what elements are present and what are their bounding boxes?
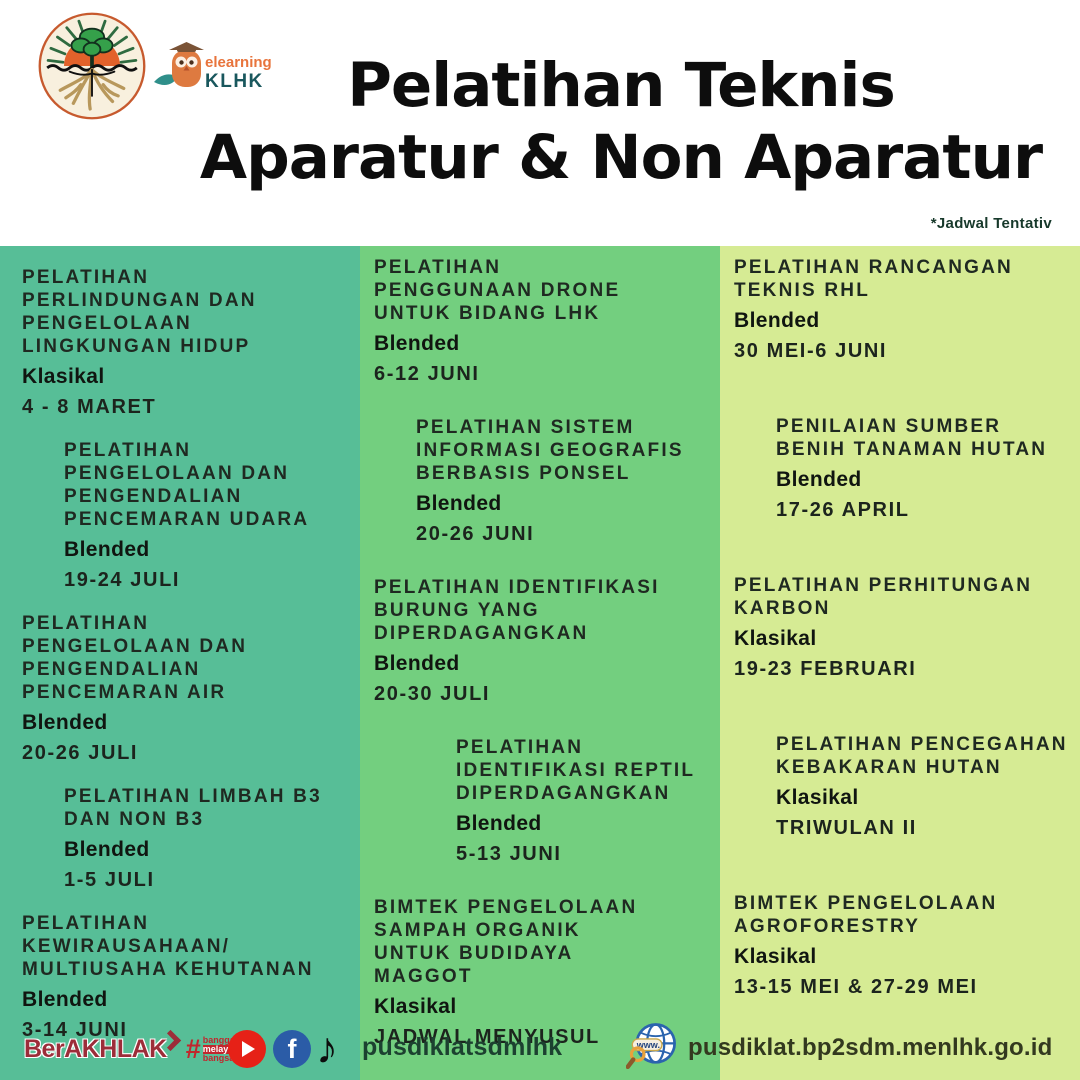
training-date: 20-26 JUNI	[416, 523, 535, 545]
globe-www-icon: www.	[626, 1023, 676, 1070]
training-item: PELATIHAN PENGELOLAAN DAN PENGENDALIAN P…	[22, 612, 354, 765]
training-item: PELATIHAN LIMBAH B3 DAN NON B3 Blended 1…	[64, 785, 354, 892]
title-line2: Aparatur & Non Aparatur	[199, 122, 1043, 193]
youtube-icon[interactable]	[228, 1030, 266, 1068]
hashtag-icon: #	[185, 1034, 201, 1064]
title-line1: Pelatihan Teknis	[347, 50, 896, 121]
training-date: 3-14 JUNI	[22, 1019, 128, 1041]
training-title: PELATIHAN PENCEGAHAN KEBAKARAN HUTAN	[776, 734, 1068, 778]
footer: BerAKHLAK # bangga melayani bangsa f ♪ p…	[0, 1016, 1080, 1080]
training-date: 20-26 JULI	[22, 742, 139, 764]
berakhlak-logo: BerAKHLAK # bangga melayani bangsa	[24, 1029, 242, 1066]
training-title: PELATIHAN RANCANGAN TEKNIS RHL	[734, 257, 1013, 301]
training-mode: Blended	[22, 711, 108, 734]
bangga-words: bangga melayani bangsa	[202, 1035, 242, 1063]
training-mode: Klasikal	[776, 786, 859, 809]
social-handle[interactable]: pusdiklatsdmlhk	[362, 1033, 563, 1061]
facebook-icon[interactable]: f	[273, 1030, 311, 1068]
training-mode: Klasikal	[22, 365, 105, 388]
training-date: 19-23 FEBRUARI	[734, 658, 917, 680]
training-title: PELATIHAN KEWIRAUSAHAAN/ MULTIUSAHA KEHU…	[22, 913, 314, 980]
training-date: 20-30 JULI	[374, 683, 491, 705]
training-date: 30 MEI-6 JUNI	[734, 340, 888, 362]
training-title: PELATIHAN PERLINDUNGAN DAN PENGELOLAAN L…	[22, 267, 257, 357]
klhk-label: KLHK	[205, 71, 264, 92]
column-2: PELATIHAN PENGGUNAAN DRONE UNTUK BIDANG …	[360, 246, 720, 1080]
bangga-line2: melayani	[202, 1044, 242, 1054]
training-title: PELATIHAN IDENTIFIKASI REPTIL DIPERDAGAN…	[456, 737, 696, 804]
column-3: PELATIHAN RANCANGAN TEKNIS RHL Blended 3…	[720, 246, 1080, 1080]
tiktok-icon[interactable]: ♪	[316, 1024, 338, 1073]
bangga-melayani-bangsa-logo: # bangga melayani bangsa	[186, 1036, 242, 1063]
elearning-klhk-logo: elearning KLHK	[154, 42, 272, 92]
training-mode: Klasikal	[734, 945, 817, 968]
training-item: PELATIHAN PENGGUNAAN DRONE UNTUK BIDANG …	[374, 256, 716, 386]
training-date: 4 - 8 MARET	[22, 396, 157, 418]
training-date: JADWAL MENYUSUL	[374, 1026, 600, 1048]
bangga-line3: bangsa	[202, 1053, 235, 1063]
www-label: www.	[636, 1040, 660, 1050]
training-mode: Blended	[374, 332, 460, 355]
page-title: Pelatihan Teknis Aparatur & Non Aparatur	[170, 50, 1072, 194]
training-title: PELATIHAN PENGGUNAAN DRONE UNTUK BIDANG …	[374, 257, 621, 324]
training-item: PELATIHAN IDENTIFIKASI REPTIL DIPERDAGAN…	[456, 736, 716, 866]
training-title: PELATIHAN PENGELOLAAN DAN PENGENDALIAN P…	[22, 613, 248, 703]
website-url[interactable]: pusdiklat.bp2sdm.menlhk.go.id	[688, 1034, 1053, 1061]
schedule-columns: PELATIHAN PERLINDUNGAN DAN PENGELOLAAN L…	[0, 246, 1080, 1080]
training-mode: Blended	[64, 838, 150, 861]
training-item: PELATIHAN PENGELOLAAN DAN PENGENDALIAN P…	[64, 439, 354, 592]
training-date: 17-26 APRIL	[776, 499, 910, 521]
training-date: 5-13 JUNI	[456, 843, 562, 865]
training-item: PELATIHAN SISTEM INFORMASI GEOGRAFIS BER…	[416, 416, 716, 546]
training-date: 1-5 JULI	[64, 869, 155, 891]
training-title: PENILAIAN SUMBER BENIH TANAMAN HUTAN	[776, 416, 1048, 460]
bangga-line1: bangga	[202, 1035, 235, 1045]
training-title: PELATIHAN PENGELOLAAN DAN PENGENDALIAN P…	[64, 440, 310, 530]
social-icons: f ♪	[228, 1024, 338, 1073]
training-mode: Blended	[416, 492, 502, 515]
training-mode: Blended	[456, 812, 542, 835]
training-item: PELATIHAN KEWIRAUSAHAAN/ MULTIUSAHA KEHU…	[22, 912, 354, 1042]
training-date: 19-24 JULI	[64, 569, 181, 591]
training-title: PELATIHAN PERHITUNGAN KARBON	[734, 575, 1033, 619]
training-item: PELATIHAN RANCANGAN TEKNIS RHL Blended 3…	[734, 256, 1080, 363]
training-item: PELATIHAN IDENTIFIKASI BURUNG YANG DIPER…	[374, 576, 716, 706]
training-date: 13-15 MEI & 27-29 MEI	[734, 976, 978, 998]
klhk-ministry-logo-icon	[38, 12, 146, 120]
training-date: TRIWULAN II	[776, 817, 917, 839]
training-item: PELATIHAN PERHITUNGAN KARBON Klasikal 19…	[734, 574, 1080, 681]
elearning-label: elearning	[205, 54, 272, 71]
training-item: PENILAIAN SUMBER BENIH TANAMAN HUTAN Ble…	[776, 415, 1080, 522]
training-mode: Blended	[64, 538, 150, 561]
training-title: BIMTEK PENGELOLAAN AGROFORESTRY	[734, 893, 998, 937]
training-mode: Blended	[374, 652, 460, 675]
training-title: PELATIHAN IDENTIFIKASI BURUNG YANG DIPER…	[374, 577, 660, 644]
berakhlak-label: BerAKHLAK	[24, 1035, 167, 1063]
training-item: BIMTEK PENGELOLAAN SAMPAH ORGANIK UNTUK …	[374, 896, 716, 1049]
training-mode: Klasikal	[374, 995, 457, 1018]
training-date: 6-12 JUNI	[374, 363, 480, 385]
training-mode: Blended	[776, 468, 862, 491]
training-title: PELATIHAN LIMBAH B3 DAN NON B3	[64, 786, 322, 830]
training-item: PELATIHAN PERLINDUNGAN DAN PENGELOLAAN L…	[22, 266, 354, 419]
header: elearning KLHK Pelatihan Teknis Aparatur …	[0, 0, 1080, 246]
training-mode: Klasikal	[734, 627, 817, 650]
tentative-schedule-note: *Jadwal Tentativ	[930, 215, 1052, 232]
training-title: BIMTEK PENGELOLAAN SAMPAH ORGANIK UNTUK …	[374, 897, 638, 987]
column-1: PELATIHAN PERLINDUNGAN DAN PENGELOLAAN L…	[0, 246, 360, 1080]
training-mode: Blended	[734, 309, 820, 332]
training-item: BIMTEK PENGELOLAAN AGROFORESTRY Klasikal…	[734, 892, 1080, 999]
training-title: PELATIHAN SISTEM INFORMASI GEOGRAFIS BER…	[416, 417, 684, 484]
training-item: PELATIHAN PENCEGAHAN KEBAKARAN HUTAN Kla…	[776, 733, 1080, 840]
training-mode: Blended	[22, 988, 108, 1011]
